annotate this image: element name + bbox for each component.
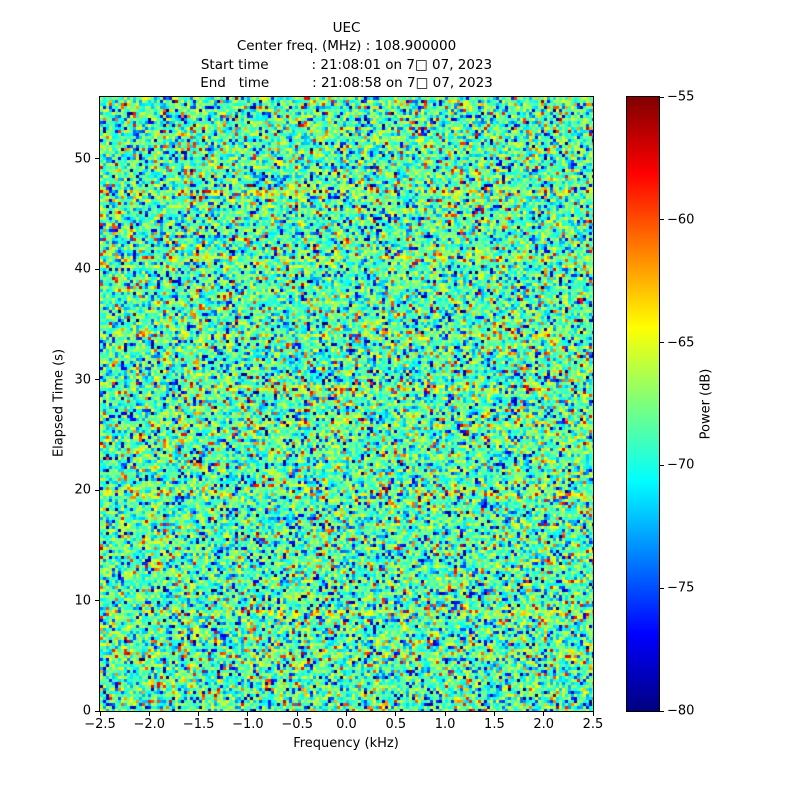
- x-tick-mark: [543, 712, 545, 716]
- x-tick-mark: [247, 712, 249, 716]
- x-tick-label: 2.5: [582, 717, 604, 732]
- y-tick-label: 50: [74, 151, 91, 167]
- x-tick-label: 0.5: [385, 717, 407, 732]
- x-tick-mark: [198, 712, 200, 716]
- x-tick-label: −2.5: [84, 717, 116, 732]
- x-tick-label: −1.5: [182, 717, 215, 732]
- x-tick-label: 1.5: [484, 717, 505, 732]
- x-axis-label: Frequency (kHz): [293, 736, 399, 751]
- y-tick-label: 40: [74, 261, 91, 277]
- x-tick-label: 1.0: [434, 717, 456, 732]
- x-tick-mark: [592, 712, 594, 716]
- title-block: UEC Center freq. (MHz) : 108.900000 Star…: [100, 19, 593, 93]
- x-tick-mark: [148, 712, 150, 716]
- x-tick-label: −0.5: [281, 717, 313, 732]
- x-tick-mark: [346, 712, 347, 716]
- colorbar-label: Power (dB): [698, 368, 714, 440]
- colorbar-tick-mark: [660, 219, 664, 221]
- y-tick-label: 20: [74, 482, 91, 498]
- y-tick-mark: [95, 268, 99, 270]
- colorbar-tick-mark: [660, 710, 664, 712]
- subtitle-end-time: End time : 21:08:58 on 7□ 07, 2023: [200, 75, 493, 92]
- plot-title: UEC: [332, 20, 361, 36]
- x-tick-label: 0.0: [336, 717, 357, 732]
- spectrogram-image: [100, 97, 593, 711]
- colorbar-tick-mark: [660, 342, 664, 344]
- y-axis-label: Elapsed Time (s): [51, 348, 67, 458]
- colorbar-tick-label: −55: [667, 89, 695, 105]
- y-tick-mark: [95, 489, 99, 491]
- x-tick-label: 2.0: [533, 717, 555, 732]
- y-tick-mark: [95, 600, 99, 602]
- plot-area: [99, 96, 594, 712]
- x-tick-mark: [493, 712, 495, 716]
- colorbar-tick-mark: [660, 587, 664, 589]
- colorbar-tick-mark: [660, 96, 664, 98]
- x-tick-label: −1.0: [232, 717, 264, 732]
- colorbar-tick-label: −80: [667, 703, 695, 719]
- y-tick-mark: [95, 158, 99, 160]
- colorbar-tick-label: −70: [667, 457, 695, 473]
- colorbar-tick-mark: [660, 464, 664, 466]
- colorbar-tick-label: −65: [667, 335, 695, 351]
- x-tick-mark: [99, 712, 101, 716]
- subtitle-center-freq: Center freq. (MHz) : 108.900000: [236, 38, 457, 55]
- y-tick-label: 30: [74, 372, 91, 388]
- colorbar-tick-label: −75: [667, 580, 695, 596]
- y-tick-mark: [95, 710, 99, 712]
- colorbar-tick-label: −60: [667, 212, 695, 228]
- colorbar-gradient: [627, 97, 659, 711]
- y-tick-label: 0: [82, 703, 91, 719]
- colorbar: [626, 96, 660, 712]
- y-tick-mark: [95, 379, 99, 381]
- subtitle-start-time: Start time : 21:08:01 on 7□ 07, 2023: [200, 56, 493, 73]
- x-tick-mark: [296, 712, 298, 716]
- x-tick-label: −2.0: [133, 717, 166, 732]
- x-tick-mark: [444, 712, 446, 716]
- x-tick-mark: [395, 712, 397, 716]
- y-tick-label: 10: [74, 593, 91, 609]
